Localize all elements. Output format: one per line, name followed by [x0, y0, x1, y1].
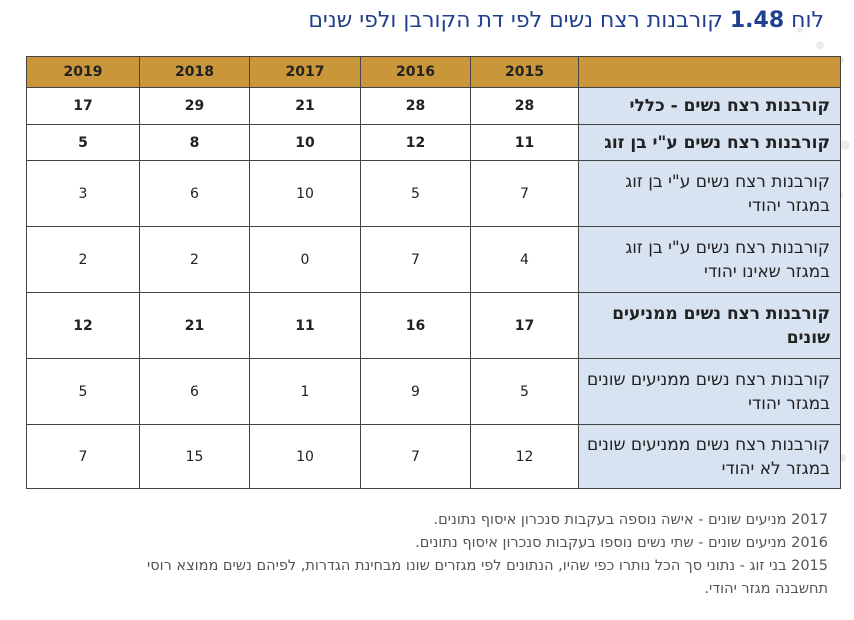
table-cell: 9	[360, 358, 471, 425]
table-cell: 12	[26, 292, 140, 359]
row-label: קורבנות רצח נשים ע"י בן זוג במגזר שאינו …	[578, 226, 841, 293]
year-header: 2016	[360, 56, 471, 88]
table-cell: 15	[139, 424, 250, 489]
title-prefix: לוח	[791, 8, 824, 33]
row-label: קורבנות רצח נשים ע"י בן זוג במגזר יהודי	[578, 160, 841, 227]
footnote: 2017 מניעים שונים - אישה נוספה בעקבות סנ…	[433, 512, 828, 528]
table-cell: 2	[26, 226, 140, 293]
footnote: תחשבנה מגזר יהודי.	[704, 581, 828, 597]
table-cell: 11	[470, 124, 579, 161]
table-cell: 5	[26, 124, 140, 161]
header-row: 2015 2016 2017 2018 2019	[26, 56, 841, 88]
title-text: קורבנות רצח נשים לפי דת הקורבן ולפי שנים	[308, 8, 723, 33]
table-cell: 17	[470, 292, 579, 359]
table-row: קורבנות רצח נשים ע"י בן זוג במגזר יהודי …	[26, 160, 841, 227]
page-title: לוח 1.48 קורבנות רצח נשים לפי דת הקורבן …	[308, 8, 824, 33]
footnote: 2016 מניעים שונים - שתי נשים נוספו בעקבו…	[415, 535, 828, 551]
table-row: קורבנות רצח נשים ע"י בן זוג במגזר שאינו …	[26, 226, 841, 293]
table-cell: 5	[26, 358, 140, 425]
footnotes: 2017 מניעים שונים - אישה נוספה בעקבות סנ…	[28, 509, 828, 601]
table-cell: 7	[26, 424, 140, 489]
table-cell: 7	[470, 160, 579, 227]
year-header: 2018	[139, 56, 250, 88]
table-cell: 1	[249, 358, 361, 425]
data-table: 2015 2016 2017 2018 2019 קורבנות רצח נשי…	[26, 56, 841, 489]
table-cell: 16	[360, 292, 471, 359]
table-cell: 7	[360, 424, 471, 489]
table-row: קורבנות רצח נשים ע"י בן זוג 11 12 10 8 5	[26, 124, 841, 161]
table-cell: 21	[139, 292, 250, 359]
table-cell: 7	[360, 226, 471, 293]
table-cell: 8	[139, 124, 250, 161]
table-cell: 28	[360, 87, 471, 125]
table-cell: 6	[139, 160, 250, 227]
year-header: 2019	[26, 56, 140, 88]
table-cell: 11	[249, 292, 361, 359]
table-row: קורבנות רצח נשים ממניעים שונים במגזר לא …	[26, 424, 841, 489]
row-label: קורבנות רצח נשים ממניעים שונים	[578, 292, 841, 359]
table-cell: 10	[249, 424, 361, 489]
table-row: קורבנות רצח נשים ממניעים שונים 17 16 11 …	[26, 292, 841, 359]
footnote: 2015 בני זוג - נתוני סך הכל נותרו כפי שה…	[146, 558, 828, 574]
table-cell: 6	[139, 358, 250, 425]
table-cell: 12	[470, 424, 579, 489]
table-cell: 10	[249, 124, 361, 161]
table-cell: 3	[26, 160, 140, 227]
year-header: 2017	[249, 56, 361, 88]
table-row: קורבנות רצח נשים - כללי 28 28 21 29 17	[26, 87, 841, 125]
table-cell: 4	[470, 226, 579, 293]
row-label: קורבנות רצח נשים ממניעים שונים במגזר יהו…	[578, 358, 841, 425]
row-label: קורבנות רצח נשים ממניעים שונים במגזר לא …	[578, 424, 841, 489]
header-corner	[578, 56, 841, 88]
table-cell: 21	[249, 87, 361, 125]
table-cell: 5	[470, 358, 579, 425]
table-cell: 28	[470, 87, 579, 125]
table-cell: 29	[139, 87, 250, 125]
table-cell: 17	[26, 87, 140, 125]
row-label: קורבנות רצח נשים ע"י בן זוג	[578, 124, 841, 161]
year-header: 2015	[470, 56, 579, 88]
table-row: קורבנות רצח נשים ממניעים שונים במגזר יהו…	[26, 358, 841, 425]
row-label: קורבנות רצח נשים - כללי	[578, 87, 841, 125]
table-number: 1.48	[729, 8, 785, 33]
table-cell: 0	[249, 226, 361, 293]
table-cell: 2	[139, 226, 250, 293]
table-cell: 12	[360, 124, 471, 161]
table-cell: 5	[360, 160, 471, 227]
table-cell: 10	[249, 160, 361, 227]
